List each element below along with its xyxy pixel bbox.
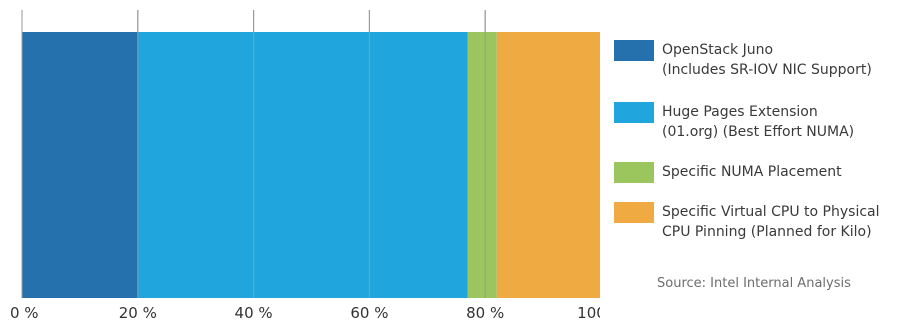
- legend-item-openstack-juno: OpenStack Juno (Includes SR-IOV NIC Supp…: [614, 40, 872, 80]
- legend-label: Specific NUMA Placement: [662, 164, 842, 180]
- legend-label: Specific Virtual CPU to Physical CPU Pin…: [662, 204, 880, 240]
- legend-label: OpenStack Juno (Includes SR-IOV NIC Supp…: [662, 42, 872, 78]
- x-axis-tick-labels: 0 % 20 % 40 % 60 % 80 % 100 %: [10, 304, 600, 322]
- bar-segment-3: [467, 32, 497, 298]
- stacked-bar-chart: 0 % 20 % 40 % 60 % 80 % 100 %: [10, 10, 600, 322]
- bar-segment-1: [22, 32, 138, 298]
- x-tick-label-0: 0 %: [10, 304, 39, 322]
- bar-segment-4: [496, 32, 600, 298]
- bar-segment-2: [137, 32, 468, 298]
- legend-swatch: [614, 202, 654, 223]
- legend-item-huge-pages-extension: Huge Pages Extension (01.org) (Best Effo…: [614, 102, 854, 142]
- legend-swatch: [614, 162, 654, 183]
- legend-swatch: [614, 40, 654, 61]
- x-tick-label-80: 80 %: [466, 304, 504, 322]
- x-tick-label-100: 100 %: [577, 304, 600, 322]
- legend-label: Huge Pages Extension (01.org) (Best Effo…: [662, 104, 855, 140]
- legend-item-specific-virtual-cpu-pinning: Specific Virtual CPU to Physical CPU Pin…: [614, 202, 880, 242]
- bar-segments: [22, 32, 600, 298]
- gridlines-overlay: [21, 10, 486, 298]
- legend-item-specific-numa-placement: Specific NUMA Placement: [614, 162, 842, 183]
- source-note: Source: Intel Internal Analysis: [657, 276, 851, 291]
- x-tick-label-60: 60 %: [350, 304, 388, 322]
- x-tick-label-40: 40 %: [235, 304, 273, 322]
- legend-swatch: [614, 102, 654, 123]
- x-tick-label-20: 20 %: [119, 304, 157, 322]
